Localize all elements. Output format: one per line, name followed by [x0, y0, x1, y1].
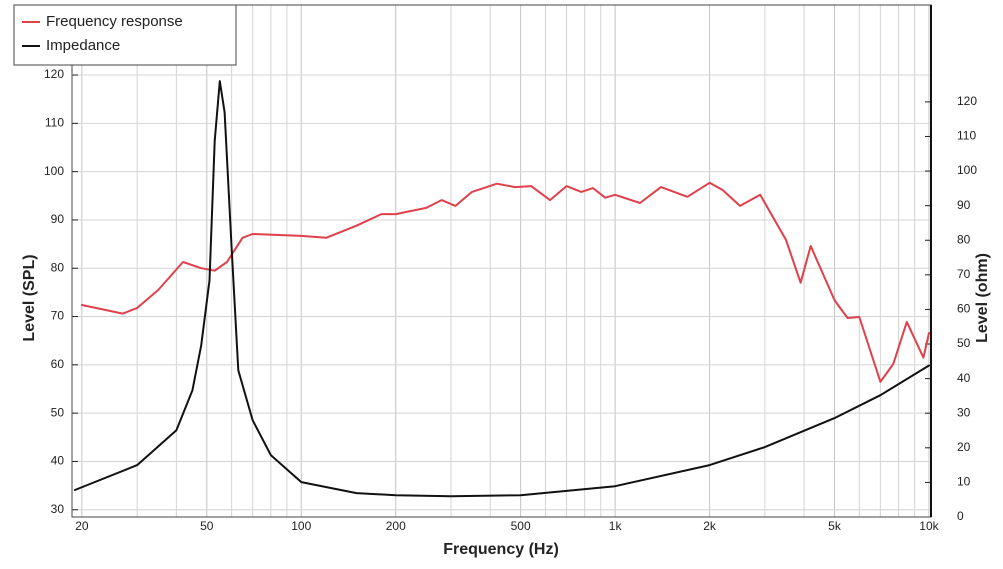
y2-tick-label: 90 [957, 198, 971, 212]
y-tick-label: 120 [44, 67, 64, 81]
x-tick-label: 20 [75, 519, 89, 533]
legend-label: Frequency response [46, 13, 183, 30]
y2-tick-label: 100 [957, 163, 977, 177]
y2-tick-label: 0 [957, 509, 964, 523]
x-tick-label: 2k [703, 519, 717, 533]
y2-axis-title: Level (ohm) [974, 253, 991, 343]
plot-frame [71, 4, 932, 518]
x-tick-label: 10k [919, 519, 939, 533]
y2-tick-label: 30 [957, 405, 971, 419]
y-tick-label: 60 [51, 357, 65, 371]
y2-tick-label: 120 [957, 94, 977, 108]
y-tick-label: 30 [51, 502, 65, 516]
x-tick-label: 100 [291, 519, 311, 533]
y2-tick-label: 50 [957, 336, 971, 350]
y2-tick-label: 60 [957, 302, 971, 316]
y-tick-label: 50 [51, 405, 65, 419]
x-tick-label: 500 [511, 519, 531, 533]
y2-tick-label: 110 [957, 129, 976, 143]
y2-tick-label: 80 [957, 232, 971, 246]
y-tick-label: 70 [51, 309, 65, 323]
y-tick-label: 100 [44, 164, 64, 178]
x-tick-label: 50 [200, 519, 214, 533]
legend-label: Impedance [46, 37, 120, 54]
y2-tick-label: 10 [957, 475, 971, 489]
x-axis-title: Frequency (Hz) [443, 541, 559, 558]
x-tick-label: 1k [609, 519, 623, 533]
y2-tick-label: 40 [957, 371, 971, 385]
y-tick-label: 80 [51, 260, 65, 274]
x-tick-label: 5k [828, 519, 842, 533]
legend-box [13, 4, 237, 66]
x-tick-label: 200 [386, 519, 406, 533]
y-axis-title: Level (SPL) [21, 254, 38, 341]
series-line [73, 80, 930, 498]
y-tick-label: 40 [51, 454, 65, 468]
y2-tick-label: 20 [957, 440, 971, 454]
series-line [80, 181, 930, 383]
y2-tick-label: 70 [957, 267, 971, 281]
y-tick-label: 90 [51, 212, 65, 226]
y-tick-label: 110 [45, 116, 64, 130]
